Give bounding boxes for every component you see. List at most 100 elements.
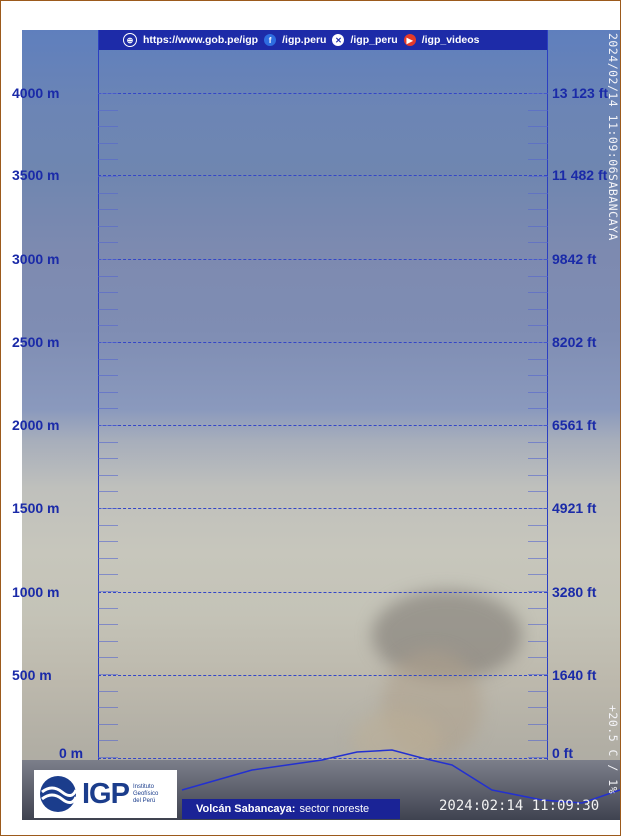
social-banner: ⊕ https://www.gob.pe/igp f /igp.peru ✕ /…	[99, 30, 547, 50]
vertical-camera-stamp: 2024/02/14 11:09:06SABANCAYA	[606, 33, 620, 241]
scale-tick-right	[528, 525, 548, 526]
scale-tick-left	[98, 707, 118, 708]
scale-tick-left	[98, 126, 118, 127]
scale-tick-right	[528, 740, 548, 741]
altitude-label-ft: 1640 ft	[552, 667, 597, 683]
scale-tick-right	[528, 674, 548, 675]
scale-tick-right	[528, 591, 548, 592]
right-axis-line	[547, 30, 548, 760]
scale-tick-left	[98, 574, 118, 575]
altitude-label-ft: 3280 ft	[552, 584, 597, 600]
scale-tick-left	[98, 342, 118, 343]
scale-tick-right	[528, 143, 548, 144]
scale-tick-left	[98, 292, 118, 293]
scale-tick-right	[528, 375, 548, 376]
scale-tick-right	[528, 574, 548, 575]
facebook-link[interactable]: /igp.peru	[282, 34, 327, 46]
capture-timestamp: 2024:02:14 11:09:30	[439, 798, 600, 814]
altitude-label-ft: 0 ft	[552, 745, 573, 761]
scale-tick-left	[98, 475, 118, 476]
scale-tick-left	[98, 525, 118, 526]
altitude-label-ft: 9842 ft	[552, 251, 597, 267]
scale-tick-left	[98, 159, 118, 160]
altitude-label-m: 1000 m	[12, 584, 60, 600]
scale-tick-right	[528, 558, 548, 559]
gridline-1500	[98, 508, 547, 509]
scale-tick-left	[98, 259, 118, 260]
scale-tick-right	[528, 226, 548, 227]
scale-tick-left	[98, 641, 118, 642]
altitude-label-ft: 13 123 ft	[552, 85, 609, 101]
volcano-caption: Volcán Sabancaya: sector noreste	[182, 799, 400, 819]
youtube-link[interactable]: /igp_videos	[421, 34, 480, 46]
scale-tick-left	[98, 93, 118, 94]
altitude-label-ft: 6561 ft	[552, 417, 597, 433]
scale-tick-left	[98, 359, 118, 360]
scale-tick-left	[98, 508, 118, 509]
scale-tick-left	[98, 309, 118, 310]
scale-tick-right	[528, 508, 548, 509]
scale-tick-left	[98, 375, 118, 376]
gridline-3500	[98, 175, 547, 176]
globe-icon: ⊕	[123, 33, 137, 47]
scale-tick-left	[98, 408, 118, 409]
youtube-icon: ▶	[403, 34, 416, 46]
x-icon: ✕	[332, 34, 345, 46]
vertical-temperature: +20.5 C / 1%	[606, 705, 620, 795]
igp-wordmark: IGP	[82, 777, 130, 810]
scale-tick-right	[528, 159, 548, 160]
scale-tick-left	[98, 209, 118, 210]
altitude-label-m: 3500 m	[12, 167, 60, 183]
scale-tick-right	[528, 359, 548, 360]
scale-tick-left	[98, 425, 118, 426]
scale-tick-right	[528, 541, 548, 542]
altitude-label-m: 3000 m	[12, 251, 60, 267]
scale-tick-left	[98, 176, 118, 177]
altitude-label-ft: 8202 ft	[552, 334, 597, 350]
facebook-icon: f	[264, 34, 277, 46]
scale-tick-right	[528, 624, 548, 625]
scale-tick-right	[528, 475, 548, 476]
scale-tick-right	[528, 724, 548, 725]
scale-tick-right	[528, 491, 548, 492]
scale-tick-left	[98, 740, 118, 741]
scale-tick-right	[528, 608, 548, 609]
altitude-label-ft: 4921 ft	[552, 500, 597, 516]
scale-tick-left	[98, 691, 118, 692]
scale-tick-left	[98, 674, 118, 675]
scale-tick-left	[98, 242, 118, 243]
scale-tick-right	[528, 276, 548, 277]
altitude-label-m: 1500 m	[12, 500, 60, 516]
scale-tick-right	[528, 691, 548, 692]
volcano-name: Volcán Sabancaya:	[196, 803, 296, 815]
scale-tick-right	[528, 292, 548, 293]
scale-tick-right	[528, 757, 548, 758]
altitude-label-m: 0 m	[59, 745, 84, 761]
website-link[interactable]: https://www.gob.pe/igp	[143, 34, 259, 46]
scale-tick-left	[98, 392, 118, 393]
igp-subtitle: Instituto Geofísico del Perú	[132, 783, 159, 804]
scale-tick-left	[98, 442, 118, 443]
scale-tick-right	[528, 126, 548, 127]
scale-tick-left	[98, 757, 118, 758]
scale-tick-right	[528, 425, 548, 426]
scale-tick-right	[528, 707, 548, 708]
scale-tick-left	[98, 624, 118, 625]
scale-tick-left	[98, 325, 118, 326]
gridline-3000	[98, 259, 547, 260]
gridline-2000	[98, 425, 547, 426]
volcano-sector: sector noreste	[299, 803, 370, 815]
altitude-label-m: 500 m	[12, 667, 52, 683]
gridline-0	[98, 758, 547, 759]
altitude-label-m: 2500 m	[12, 334, 60, 350]
altitude-label-ft: 11 482 ft	[552, 167, 608, 183]
scale-tick-left	[98, 143, 118, 144]
igp-logo: IGP Instituto Geofísico del Perú	[34, 770, 177, 818]
scale-tick-right	[528, 209, 548, 210]
scale-tick-left	[98, 591, 118, 592]
scale-tick-right	[528, 259, 548, 260]
scale-tick-right	[528, 641, 548, 642]
gridline-1000	[98, 592, 547, 593]
x-link[interactable]: /igp_peru	[350, 34, 398, 46]
scale-tick-right	[528, 193, 548, 194]
